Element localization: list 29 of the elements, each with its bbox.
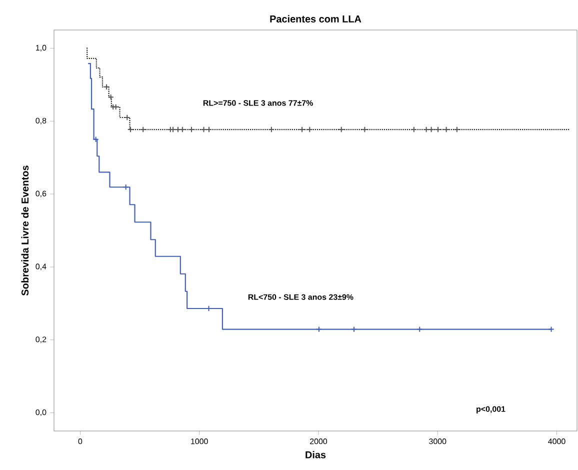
point bbox=[443, 126, 450, 133]
point bbox=[338, 126, 344, 133]
point bbox=[416, 326, 423, 332]
point bbox=[362, 126, 368, 133]
point bbox=[188, 126, 195, 133]
point bbox=[124, 114, 130, 121]
y-axis-title: Sobrevida Livre de Eventos bbox=[21, 166, 29, 296]
point bbox=[454, 126, 460, 133]
point bbox=[306, 126, 313, 133]
point bbox=[108, 94, 114, 100]
point bbox=[127, 126, 134, 133]
point bbox=[110, 104, 116, 110]
point bbox=[112, 104, 119, 110]
chart-title: Pacientes com LLA bbox=[270, 15, 362, 22]
point bbox=[316, 326, 322, 332]
point bbox=[92, 136, 99, 142]
point bbox=[122, 184, 129, 190]
point bbox=[103, 84, 110, 90]
point bbox=[206, 126, 212, 133]
point bbox=[298, 126, 306, 133]
point bbox=[434, 126, 442, 133]
x-axis-title: Dias bbox=[306, 450, 326, 458]
point bbox=[423, 126, 430, 133]
point bbox=[410, 126, 417, 133]
point bbox=[428, 126, 434, 133]
point bbox=[350, 326, 358, 332]
point bbox=[140, 126, 146, 133]
point bbox=[200, 126, 207, 133]
point bbox=[268, 126, 275, 133]
